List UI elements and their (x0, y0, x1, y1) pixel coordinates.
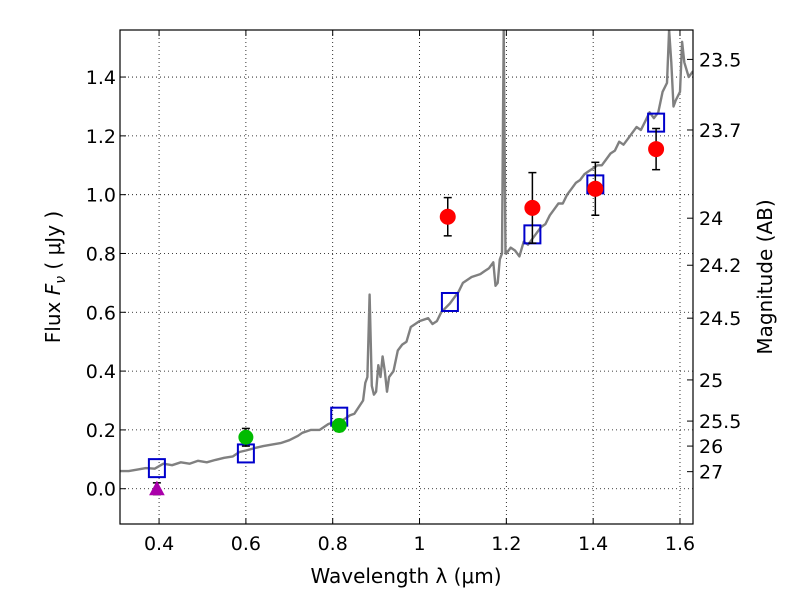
y-axis-label: Flux Fν ( μJy ) (41, 211, 69, 343)
y-tick-label: 0.4 (86, 361, 116, 383)
observed-point (524, 199, 541, 216)
x-tick-label: 1 (413, 533, 425, 555)
y-tick-label: 0.0 (86, 479, 116, 501)
data-layer (120, 30, 693, 496)
y2-tick-label: 24.2 (699, 255, 741, 277)
x-tick-label: 1.2 (491, 533, 521, 555)
optical-point (238, 429, 254, 445)
y2-tick-label: 27 (699, 462, 723, 484)
upper-limit-triangle (149, 480, 165, 496)
y-axis-label-prefix: Flux (41, 295, 65, 343)
optical-point (331, 417, 347, 433)
y-axis-label-suffix: ( μJy ) (41, 211, 65, 276)
y2-tick-label: 25 (699, 370, 723, 392)
y-tick-label: 1.2 (86, 126, 116, 148)
y-tick-label: 0.6 (86, 302, 116, 324)
observed-point (648, 141, 665, 158)
y-axis-label-symbol: F (41, 283, 65, 295)
y-tick-label: 1.4 (86, 67, 116, 89)
grid-layer (120, 30, 693, 524)
y2-tick-label: 23.7 (699, 120, 741, 142)
y-tick-label: 1.0 (86, 185, 116, 207)
x-axis-label: Wavelength λ (μm) (310, 564, 501, 588)
x-tick-label: 1.6 (665, 533, 695, 555)
x-tick-label: 1.4 (578, 533, 608, 555)
observed-point (587, 180, 604, 197)
synthetic-square-point (147, 458, 166, 479)
y-tick-label: 0.2 (86, 420, 116, 442)
plot-frame (119, 29, 694, 525)
y2-tick-label: 25.5 (699, 411, 741, 433)
synthetic-square-point (236, 443, 255, 464)
y2-tick-label: 26 (699, 436, 723, 458)
x-tick-label: 0.8 (318, 533, 348, 555)
y2-tick-label: 24 (699, 208, 723, 230)
observed-point (439, 208, 456, 225)
y-tick-label: 0.8 (86, 243, 116, 265)
y2-tick-label: 23.5 (699, 49, 741, 71)
tick-layer: 0.4 0.6 0.8 1 1.2 1.4 1.6 0.0 0.2 0.4 0.6 0.8 1.0 1.2… (86, 30, 741, 555)
synthetic-square-point (440, 291, 459, 312)
model-spectrum-line (120, 30, 693, 473)
x-tick-label: 0.6 (231, 533, 261, 555)
x-tick-label: 0.4 (144, 533, 174, 555)
y2-axis-label: Magnitude (AB) (753, 199, 777, 354)
y2-tick-label: 24.5 (699, 308, 741, 330)
y-axis-label-subscript: ν (53, 276, 69, 284)
